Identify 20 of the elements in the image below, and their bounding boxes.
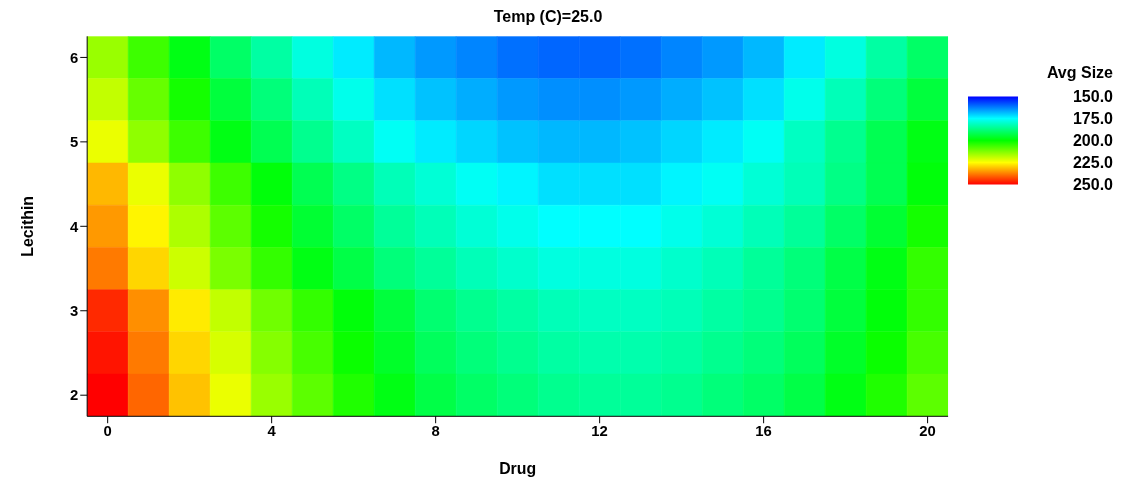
x-tick-label: 12 [591,422,608,439]
y-tick-label: 4 [70,218,80,235]
x-tick-label: 16 [755,422,772,439]
chart-title: Temp (C)=25.0 [492,8,604,26]
y-tick-label: 3 [70,303,79,320]
color-bar-label: 175.0 [1072,110,1114,127]
color-bar-label: 250.0 [1072,176,1114,193]
color-bar-label: 225.0 [1072,154,1114,171]
x-tick-label: 20 [919,422,936,439]
y-tick-label: 2 [70,387,79,404]
y-tick-label: 5 [70,134,79,151]
x-axis-title: Drug [499,459,537,477]
x-tick-label: 8 [431,422,440,439]
y-axis-title: Lecithin [19,195,37,257]
color-bar-label: 200.0 [1072,132,1114,149]
x-tick-label: 4 [267,422,277,439]
legend-title: Avg Size [1046,64,1114,81]
y-tick-label: 6 [70,49,79,66]
x-tick-label: 0 [103,422,112,439]
color-bar-label: 150.0 [1072,88,1114,105]
